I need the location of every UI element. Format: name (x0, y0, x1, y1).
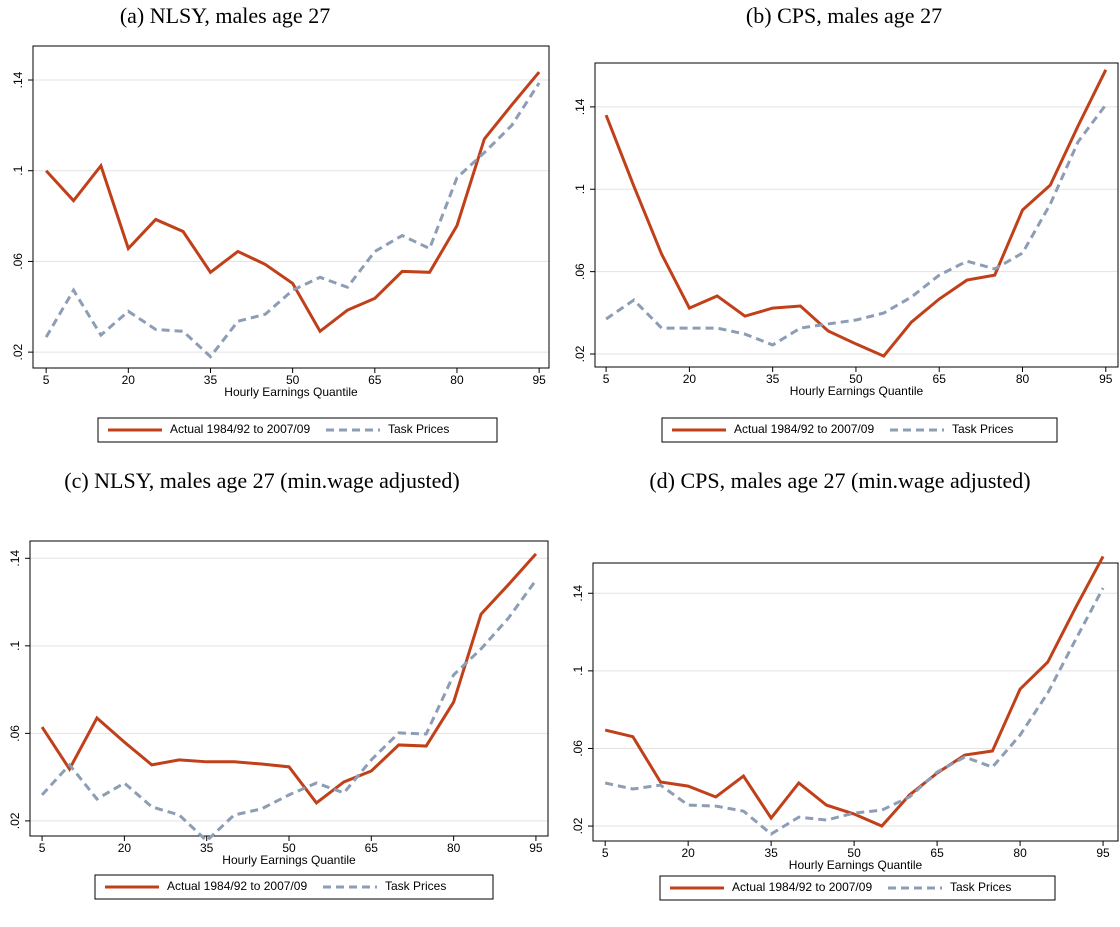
x-tick-label: 20 (681, 846, 695, 860)
legend-label: Task Prices (385, 879, 446, 893)
y-tick-label: .1 (573, 184, 587, 194)
chart-title: (c) NLSY, males age 27 (min.wage adjuste… (64, 468, 459, 493)
x-tick-label: 50 (286, 373, 300, 387)
chart-title: (d) CPS, males age 27 (min.wage adjusted… (649, 468, 1030, 493)
plot-frame (29, 540, 549, 837)
x-tick-label: 95 (529, 841, 543, 855)
series-line (40, 579, 538, 843)
x-tick-label: 35 (204, 373, 218, 387)
legend-label: Task Prices (950, 880, 1011, 894)
x-tick-label: 65 (930, 846, 944, 860)
x-tick-label: 80 (447, 841, 461, 855)
y-tick-label: .14 (571, 585, 585, 602)
panel: (b) CPS, males age 27 .02 .06 .1 .14 5 20 35 50 6… (573, 3, 1119, 443)
y-tick-label: .1 (8, 640, 22, 650)
x-tick-label: 20 (118, 841, 132, 855)
y-tick-label: .14 (8, 550, 22, 567)
series-line (604, 555, 1105, 828)
y-tick-label: .1 (571, 666, 585, 676)
x-axis-label: Hourly Earnings Quantile (222, 853, 356, 867)
series-line (40, 552, 538, 806)
plot-frame (32, 45, 550, 369)
x-tick-label: 80 (450, 373, 464, 387)
legend-box (661, 417, 1058, 443)
y-tick-label: .14 (11, 71, 25, 88)
x-axis-label: Hourly Earnings Quantile (789, 858, 923, 872)
series-line (604, 69, 1108, 358)
x-tick-label: 5 (39, 841, 46, 855)
chart-title: (b) CPS, males age 27 (746, 3, 942, 28)
series-line (604, 587, 1105, 836)
x-tick-label: 20 (683, 372, 697, 386)
x-tick-label: 80 (1016, 372, 1030, 386)
legend-label: Task Prices (388, 422, 449, 436)
legend-label: Actual 1984/92 to 2007/09 (732, 880, 872, 894)
x-tick-label: 50 (282, 841, 296, 855)
y-tick-label: .06 (571, 740, 585, 757)
x-tick-label: 65 (368, 373, 382, 387)
series-line (45, 71, 541, 334)
x-tick-label: 65 (933, 372, 947, 386)
x-tick-label: 95 (1099, 372, 1113, 386)
x-tick-label: 80 (1013, 846, 1027, 860)
legend-label: Actual 1984/92 to 2007/09 (167, 879, 307, 893)
chart-title: (a) NLSY, males age 27 (120, 3, 330, 28)
plot-frame (592, 562, 1119, 842)
y-tick-label: .02 (571, 817, 585, 834)
legend-box (97, 417, 498, 443)
x-tick-label: 95 (1096, 846, 1110, 860)
y-tick-label: .02 (573, 345, 587, 362)
plot-frame (594, 62, 1119, 368)
x-axis-label: Hourly Earnings Quantile (224, 385, 358, 399)
y-tick-label: .02 (8, 812, 22, 829)
y-tick-label: .06 (8, 725, 22, 742)
y-tick-label: .02 (11, 343, 25, 360)
panel: (a) NLSY, males age 27 .02 .06 .1 .14 5 20 35 50… (11, 3, 550, 443)
x-tick-label: 5 (603, 372, 610, 386)
legend-label: Actual 1984/92 to 2007/09 (170, 422, 310, 436)
x-axis-label: Hourly Earnings Quantile (790, 384, 924, 398)
legend-label: Actual 1984/92 to 2007/09 (734, 422, 874, 436)
x-tick-label: 95 (532, 373, 546, 387)
x-tick-label: 5 (602, 846, 609, 860)
y-tick-label: .06 (573, 263, 587, 280)
x-tick-label: 20 (122, 373, 136, 387)
y-tick-label: .1 (11, 165, 25, 175)
x-tick-label: 65 (365, 841, 379, 855)
x-tick-label: 50 (849, 372, 863, 386)
series-line (44, 82, 541, 359)
legend-box (94, 874, 494, 900)
x-tick-label: 50 (847, 846, 861, 860)
x-tick-label: 35 (766, 372, 780, 386)
x-tick-label: 35 (200, 841, 214, 855)
series-line (605, 103, 1107, 347)
legend-box (659, 875, 1056, 901)
panel: (c) NLSY, males age 27 (min.wage adjuste… (8, 468, 549, 900)
x-tick-label: 5 (43, 373, 50, 387)
panel: (d) CPS, males age 27 (min.wage adjusted… (571, 468, 1119, 901)
y-tick-label: .06 (11, 253, 25, 270)
x-tick-label: 35 (764, 846, 778, 860)
legend-label: Task Prices (952, 422, 1013, 436)
y-tick-label: .14 (573, 98, 587, 115)
